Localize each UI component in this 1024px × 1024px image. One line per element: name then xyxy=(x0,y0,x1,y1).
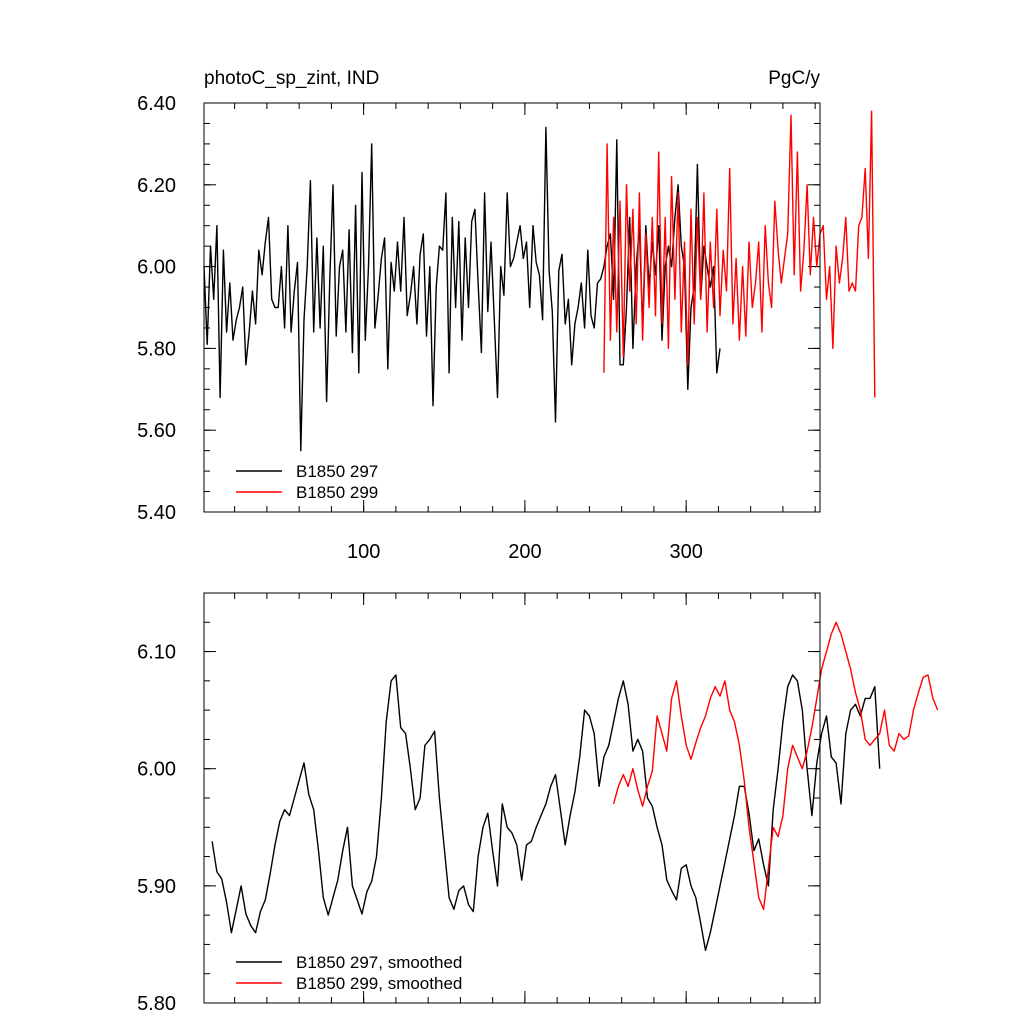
panel-title-units: PgC/y xyxy=(768,68,820,89)
panel-title-variable: photoC_sp_zint, IND xyxy=(204,68,379,89)
bottom-y-tick-label: 5.80 xyxy=(137,993,176,1015)
legend-label-b1850-297: B1850 297 xyxy=(296,462,378,481)
bottom-y-tick-label: 6.10 xyxy=(137,642,176,664)
top-y-tick-label: 6.00 xyxy=(137,257,176,279)
top-series-b1850-297 xyxy=(203,126,721,452)
top-x-tick-label: 300 xyxy=(669,541,702,563)
bottom-series-b1850-299-smoothed xyxy=(612,621,939,910)
top-plot-frame xyxy=(203,102,821,513)
bottom-legend: B1850 297, smoothed B1850 299, smoothed xyxy=(236,953,462,993)
bottom-y-tick-label: 6.00 xyxy=(137,759,176,781)
top-y-tick-label: 5.40 xyxy=(137,502,176,524)
bottom-panel: 5.80 5.90 6.00 6.10 B1850 297, smoothed B18… xyxy=(137,592,939,1015)
bottom-series-group xyxy=(211,621,939,951)
top-y-tick-label: 5.60 xyxy=(137,420,176,442)
top-y-tick-label: 5.80 xyxy=(137,338,176,360)
legend-label-b1850-299-smoothed: B1850 299, smoothed xyxy=(296,974,462,993)
top-x-tick-label: 200 xyxy=(508,541,541,563)
bottom-y-tick-label: 5.90 xyxy=(137,876,176,898)
legend-label-b1850-297-smoothed: B1850 297, smoothed xyxy=(296,953,462,972)
top-series-b1850-299 xyxy=(603,110,876,398)
bottom-plot-frame xyxy=(203,592,821,1004)
top-x-tick-label: 100 xyxy=(347,541,380,563)
top-series-group xyxy=(203,110,876,452)
bottom-axes: 5.80 5.90 6.00 6.10 xyxy=(137,592,820,1015)
top-y-tick-label: 6.40 xyxy=(137,93,176,115)
top-panel: photoC_sp_zint, IND PgC/y 5.40 5.60 5.80 6.… xyxy=(137,68,876,563)
top-y-tick-label: 6.20 xyxy=(137,175,176,197)
top-legend: B1850 297 B1850 299 xyxy=(236,462,378,502)
bottom-series-b1850-297-smoothed xyxy=(211,674,881,951)
legend-label-b1850-299: B1850 299 xyxy=(296,483,378,502)
